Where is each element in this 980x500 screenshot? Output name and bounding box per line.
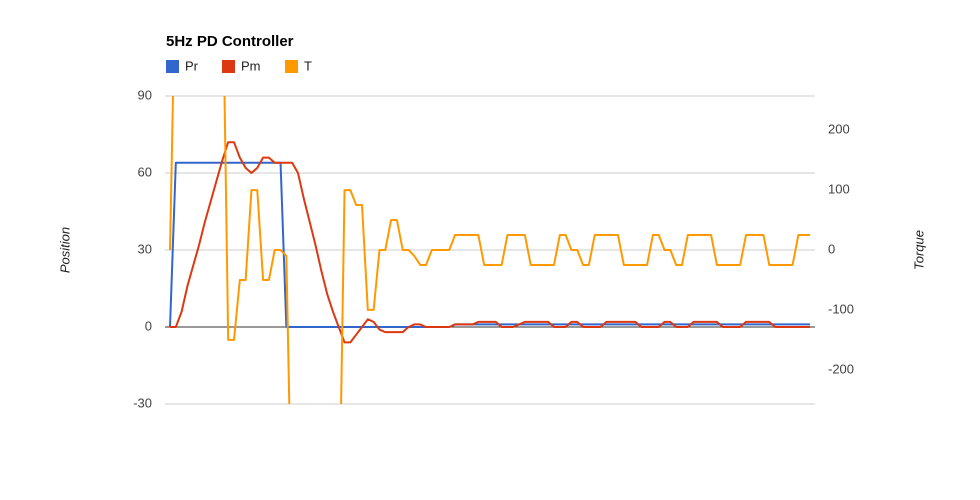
y2-tick-label: 100: [828, 182, 850, 197]
series-line: [170, 141, 810, 344]
plot-area: [169, 96, 810, 404]
y-tick-label: 30: [138, 241, 152, 256]
y-tick-label: -30: [133, 395, 152, 410]
y2-tick-label: -200: [828, 361, 854, 376]
legend: Pr Pm T: [166, 58, 312, 73]
y-tick-label: 0: [145, 318, 152, 333]
y-axis-title: Position: [57, 227, 72, 273]
y-tick-label: 60: [138, 164, 152, 179]
y2-axis-title: Torque: [911, 230, 926, 270]
legend-swatch: [166, 60, 179, 73]
legend-label: T: [304, 58, 312, 73]
y-tick-label: 90: [138, 87, 152, 102]
series-line: [169, 96, 810, 404]
y2-tick-label: -100: [828, 301, 854, 316]
legend-swatch: [222, 60, 235, 73]
y2-tick-label: 0: [828, 241, 835, 256]
legend-label: Pr: [185, 58, 199, 73]
grid: -30 0 30 60 90 -200 -100 0 100 200: [133, 87, 854, 410]
legend-swatch: [285, 60, 298, 73]
legend-label: Pm: [241, 58, 261, 73]
y2-tick-label: 200: [828, 122, 850, 137]
chart-title: 5Hz PD Controller: [166, 33, 294, 50]
